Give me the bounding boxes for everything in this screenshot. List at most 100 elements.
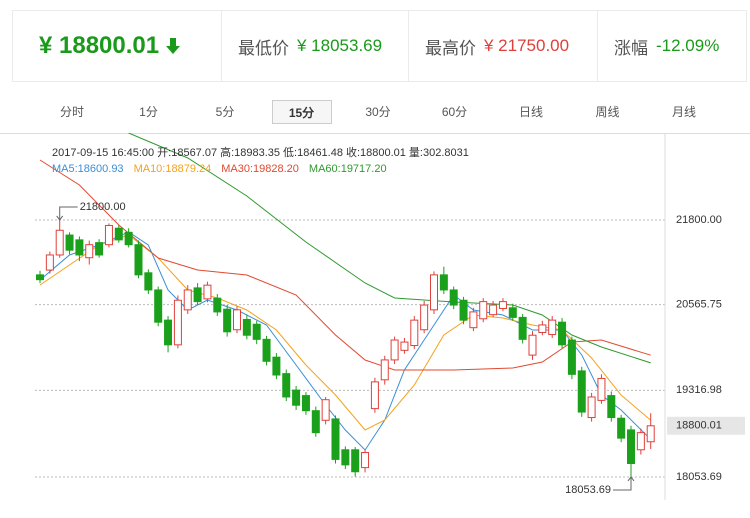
candle-body: [301, 395, 310, 412]
tab[interactable]: 分时: [59, 105, 84, 119]
candle-body: [213, 297, 222, 313]
candle-body: [164, 319, 173, 346]
legend-entry: MA5:18600.93: [52, 163, 124, 175]
tab[interactable]: 5分: [215, 105, 235, 119]
candle-body: [282, 373, 291, 398]
down-arrow: [166, 38, 181, 54]
tab[interactable]: 周线: [595, 105, 620, 119]
candle-body: [36, 274, 44, 281]
info-item: 低:18461.48: [283, 147, 343, 159]
annotation-label: 18053.69: [565, 484, 611, 496]
candle-body: [75, 239, 84, 256]
candle-body: [351, 449, 360, 473]
y-tick-label: 18053.69: [676, 471, 722, 483]
candle-body: [331, 418, 340, 460]
price: ¥ 18800.01: [39, 32, 160, 59]
candle-body: [567, 339, 576, 375]
info-item: 开:18567.07: [157, 147, 218, 159]
candle-body: [597, 377, 606, 401]
high-label: 最高价: [425, 38, 476, 58]
last-price-tag: [667, 416, 745, 435]
candle-body: [508, 307, 517, 318]
candle-body: [430, 274, 438, 311]
y-tick-label: 19316.98: [676, 384, 722, 396]
annotation-label: 21800.00: [80, 201, 126, 213]
candle-body: [410, 319, 419, 347]
candle-body: [577, 370, 586, 413]
candle-body: [518, 316, 527, 340]
candle-body: [233, 309, 241, 331]
annotation-line: [59, 206, 78, 220]
divider: [0, 133, 750, 134]
tab[interactable]: 日线: [518, 105, 543, 119]
low-label: 最低价: [238, 38, 289, 58]
candle-body: [321, 399, 330, 421]
tab[interactable]: 月线: [671, 105, 696, 119]
ohlc-line: 2017-09-15 16:45:00 开:18567.07 高:18983.35 低…: [52, 145, 472, 161]
change-value: -12.09%: [656, 36, 720, 55]
candle-body: [459, 299, 468, 321]
legend-entry: MA60:19717.20: [308, 163, 387, 175]
price-box: ¥ 18800.01: [12, 10, 222, 82]
candle-body: [627, 429, 635, 465]
candle-body: [587, 396, 596, 419]
candle-body: [272, 356, 281, 376]
tab[interactable]: 1分: [139, 105, 158, 119]
ma-lines: [39, 133, 652, 451]
candle-body: [548, 319, 557, 336]
low-box: 最低价 ¥ 18053.69: [221, 10, 409, 82]
candle-body: [144, 272, 153, 291]
candle-body: [242, 318, 251, 336]
candle-body: [134, 244, 143, 276]
candle-body: [183, 289, 192, 311]
tab[interactable]: 15分: [271, 100, 332, 124]
low-value: ¥ 18053.69: [297, 36, 383, 55]
change-label: 涨幅: [614, 38, 648, 58]
y-tick-label: 20565.75: [676, 299, 722, 311]
candle-body: [114, 227, 123, 241]
candle-body: [154, 289, 163, 323]
candle-body: [223, 308, 232, 333]
candle-body: [380, 359, 389, 381]
candle-body: [607, 395, 616, 419]
annotation-line: [613, 476, 632, 491]
candle-body: [252, 323, 261, 340]
high-box: 最高价 ¥ 21750.00: [408, 10, 598, 82]
candle-body: [311, 410, 320, 434]
info-item: 量:302.8031: [408, 147, 469, 159]
candle-body: [646, 425, 655, 443]
candle-body: [45, 254, 54, 271]
candle-body: [65, 234, 74, 251]
y-tick-label: 21800.00: [676, 214, 722, 226]
info-item: 高:18983.35: [220, 147, 281, 159]
candle-body: [55, 229, 64, 256]
candle-body: [528, 334, 537, 356]
candle-body: [558, 321, 567, 346]
legend-entry: MA30:19828.20: [221, 163, 299, 175]
candle-body: [370, 381, 379, 410]
candle-body: [104, 224, 113, 246]
ma-line: [39, 234, 652, 431]
info-item: 2017-09-15 16:45:00: [52, 147, 155, 159]
high-value: ¥ 21750.00: [484, 36, 570, 55]
candle-body: [85, 244, 94, 259]
annotation-arrow: [56, 215, 64, 221]
candle-body: [193, 287, 202, 303]
candle-body: [341, 449, 350, 466]
candle-body: [203, 284, 212, 300]
candle-body: [617, 417, 626, 439]
candle-body: [439, 274, 448, 291]
info: 2017-09-15 16:45:00 开:18567.07 高:18983.35 低…: [52, 145, 472, 177]
candle-body: [498, 301, 507, 309]
candle-body: [449, 289, 458, 306]
tab[interactable]: 60分: [441, 105, 468, 119]
candle-body: [636, 432, 645, 451]
candle-body: [420, 304, 429, 331]
candle-body: [173, 299, 182, 346]
candle-body: [262, 338, 271, 362]
candle-body: [95, 242, 104, 256]
tab[interactable]: 30分: [365, 105, 391, 119]
legend-entry: MA10:18879.24: [133, 163, 212, 175]
